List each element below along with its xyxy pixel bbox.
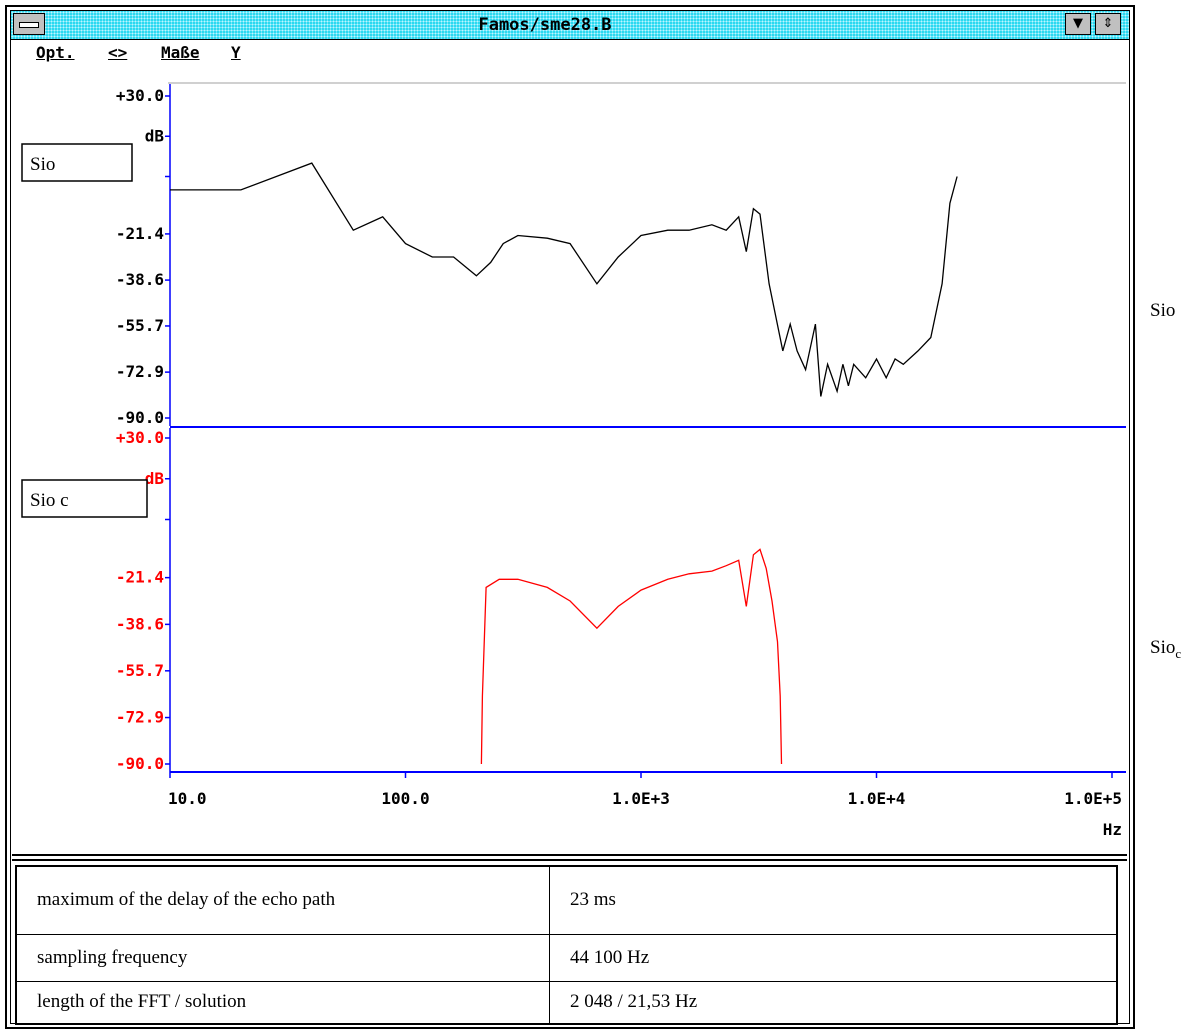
series-line	[480, 548, 783, 765]
x-tick-label: 1.0E+4	[848, 789, 906, 808]
side-label-sio-c: Sioc	[1150, 637, 1181, 662]
y-tick-label: -55.7	[116, 661, 164, 680]
y-tick-label: -72.9	[116, 708, 164, 727]
x-tick-label: 10.0	[168, 789, 207, 808]
y-tick-label: -38.6	[116, 270, 164, 289]
param-value: 23 ms	[549, 865, 1118, 935]
series-label-box	[21, 479, 148, 518]
menu-arrows[interactable]: <>	[108, 43, 128, 62]
side-label-sio: Sio	[1150, 300, 1176, 321]
y-tick-label: -55.7	[116, 316, 164, 335]
series-label: Sio c	[30, 490, 69, 511]
series-label: Sio	[30, 154, 55, 175]
x-tick-label: 1.0E+5	[1064, 789, 1122, 808]
minimize-button[interactable]: ▼	[1065, 13, 1091, 35]
menu-bar: Opt. <> Maße Y	[11, 40, 1129, 66]
menu-masse[interactable]: Maße	[161, 43, 200, 62]
menu-y[interactable]: Y	[231, 43, 241, 62]
y-tick-label: -90.0	[116, 754, 164, 773]
window-title: Famos/sme28.B	[478, 15, 612, 35]
side-label-sio-c-base: Sio	[1150, 637, 1176, 658]
restore-button[interactable]: ⇕	[1095, 13, 1121, 35]
param-label: sampling frequency	[15, 933, 550, 982]
table-row: sampling frequency 44 100 Hz	[15, 933, 1118, 982]
title-bar[interactable]: Famos/sme28.B ▼ ⇕	[11, 11, 1129, 40]
y-tick-label: -21.4	[116, 224, 164, 243]
y-tick-label: dB	[145, 469, 165, 488]
side-label-sio-c-sub: c	[1175, 645, 1182, 661]
y-tick-label: -72.9	[116, 362, 164, 381]
system-menu-icon	[19, 22, 39, 28]
x-tick-label: 1.0E+3	[612, 789, 670, 808]
y-tick-label: +30.0	[116, 428, 164, 447]
y-tick-label: -38.6	[116, 614, 164, 633]
param-label: maximum of the delay of the echo path	[15, 865, 550, 935]
table-row: length of the FFT / solution 2 048 / 21,…	[15, 980, 1118, 1025]
x-tick-label: 100.0	[381, 789, 429, 808]
y-tick-label: -90.0	[116, 408, 164, 427]
y-tick-label: -21.4	[116, 568, 164, 587]
system-menu-button[interactable]	[13, 13, 45, 35]
y-tick-label: dB	[145, 126, 165, 145]
param-value: 44 100 Hz	[549, 933, 1118, 982]
menu-opt[interactable]: Opt.	[36, 43, 75, 62]
parameter-table: maximum of the delay of the echo path 23…	[15, 865, 1118, 1025]
series-label-box	[21, 143, 133, 182]
series-line	[170, 162, 958, 397]
param-value: 2 048 / 21,53 Hz	[549, 980, 1118, 1025]
x-axis-label: Hz	[1103, 820, 1122, 839]
param-label: length of the FFT / solution	[15, 980, 550, 1025]
y-tick-label: +30.0	[116, 86, 164, 105]
table-row: maximum of the delay of the echo path 23…	[15, 865, 1118, 935]
